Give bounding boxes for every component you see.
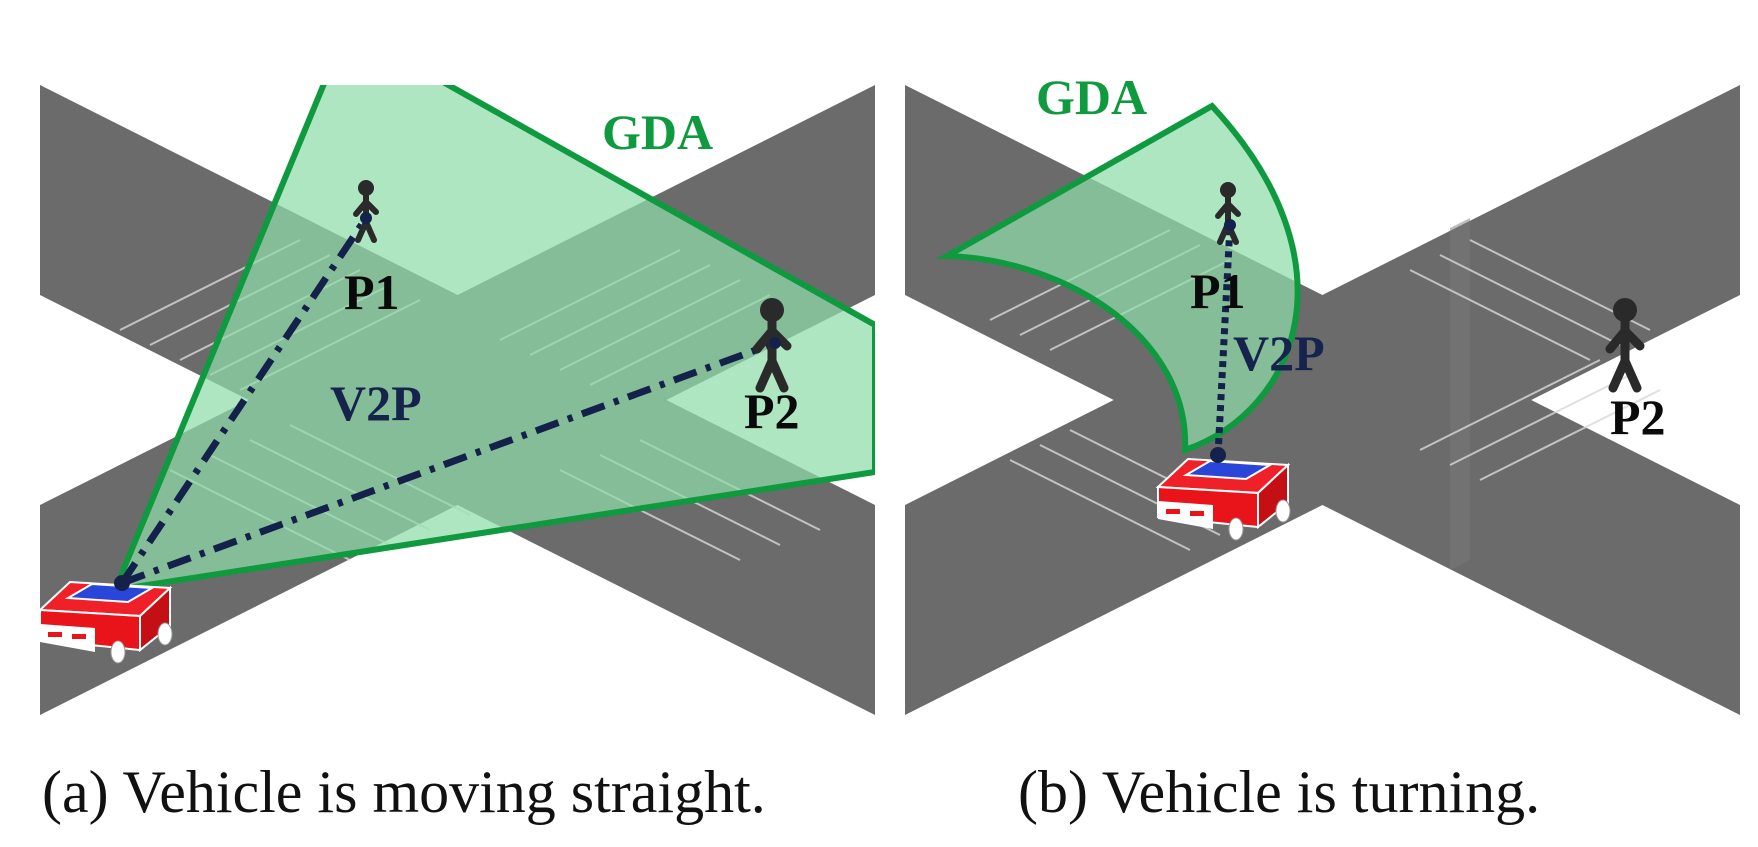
p1-label-b: P1 — [1190, 263, 1246, 319]
gda-label-a: GDA — [602, 104, 713, 160]
caption-a: (a) Vehicle is moving straight. — [42, 759, 766, 825]
panel-b: GDA V2P P1 P2 — [905, 69, 1740, 715]
panel-a: GDA V2P P1 P2 — [39, 85, 875, 715]
gda-zone-a — [110, 85, 875, 594]
pedestrian-b-p2 — [1610, 298, 1640, 388]
road-b-2 — [905, 85, 1740, 715]
p1-label-a: P1 — [344, 264, 400, 320]
v2p-link-a-p2 — [120, 339, 777, 587]
gda-zone-b — [936, 102, 1301, 455]
v2p-link-a-p1 — [119, 216, 369, 585]
v2p-link-b-p1 — [1214, 224, 1234, 456]
p2-label-b: P2 — [1610, 389, 1666, 445]
p2-label-a: P2 — [744, 383, 800, 439]
v2p-label-a: V2P — [330, 375, 422, 431]
v2p-label-b: V2P — [1233, 325, 1325, 381]
caption-b: (b) Vehicle is turning. — [1018, 759, 1540, 825]
gda-label-b: GDA — [1036, 69, 1147, 125]
